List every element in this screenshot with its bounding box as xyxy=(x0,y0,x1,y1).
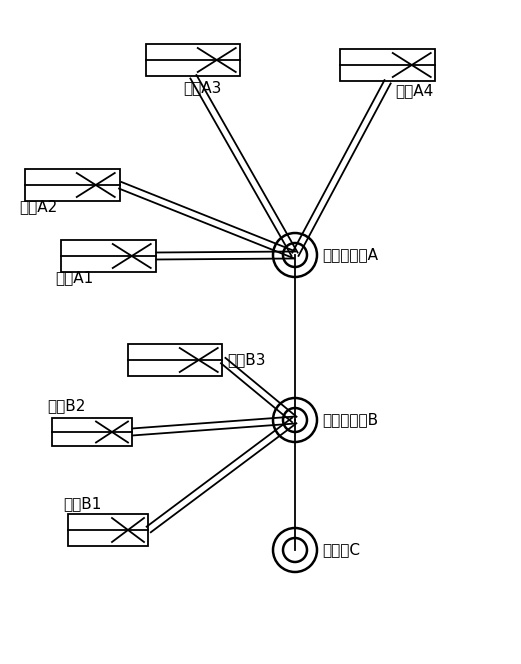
Bar xyxy=(341,49,436,81)
Text: 风场A4: 风场A4 xyxy=(395,84,434,98)
Text: 风场B1: 风场B1 xyxy=(63,497,102,511)
Bar xyxy=(60,240,155,272)
Text: 风场B3: 风场B3 xyxy=(228,353,266,367)
Bar xyxy=(128,344,222,376)
Text: 风场B2: 风场B2 xyxy=(47,398,85,414)
Text: 风场A3: 风场A3 xyxy=(183,80,221,96)
Text: 风电汇集站B: 风电汇集站B xyxy=(322,412,378,428)
Text: 风电汇集站A: 风电汇集站A xyxy=(322,248,378,262)
Bar xyxy=(24,169,119,201)
Bar xyxy=(145,44,241,76)
Text: 风场A2: 风场A2 xyxy=(19,199,58,214)
Bar xyxy=(52,418,132,446)
Text: 风场A1: 风场A1 xyxy=(56,270,94,286)
Text: 变电站C: 变电站C xyxy=(322,542,360,558)
Bar xyxy=(68,514,148,546)
